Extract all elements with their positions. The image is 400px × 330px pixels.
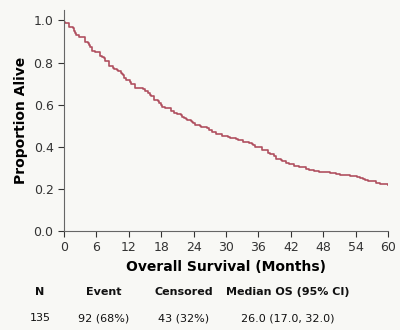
Y-axis label: Proportion Alive: Proportion Alive xyxy=(14,57,28,184)
Text: Censored: Censored xyxy=(155,287,213,297)
Text: Median OS (95% CI): Median OS (95% CI) xyxy=(226,287,350,297)
Text: 43 (32%): 43 (32%) xyxy=(158,314,210,323)
Text: N: N xyxy=(35,287,45,297)
Text: 26.0 (17.0, 32.0): 26.0 (17.0, 32.0) xyxy=(241,314,335,323)
Text: Event: Event xyxy=(86,287,122,297)
Text: 135: 135 xyxy=(30,314,50,323)
Text: 92 (68%): 92 (68%) xyxy=(78,314,130,323)
X-axis label: Overall Survival (Months): Overall Survival (Months) xyxy=(126,260,326,274)
